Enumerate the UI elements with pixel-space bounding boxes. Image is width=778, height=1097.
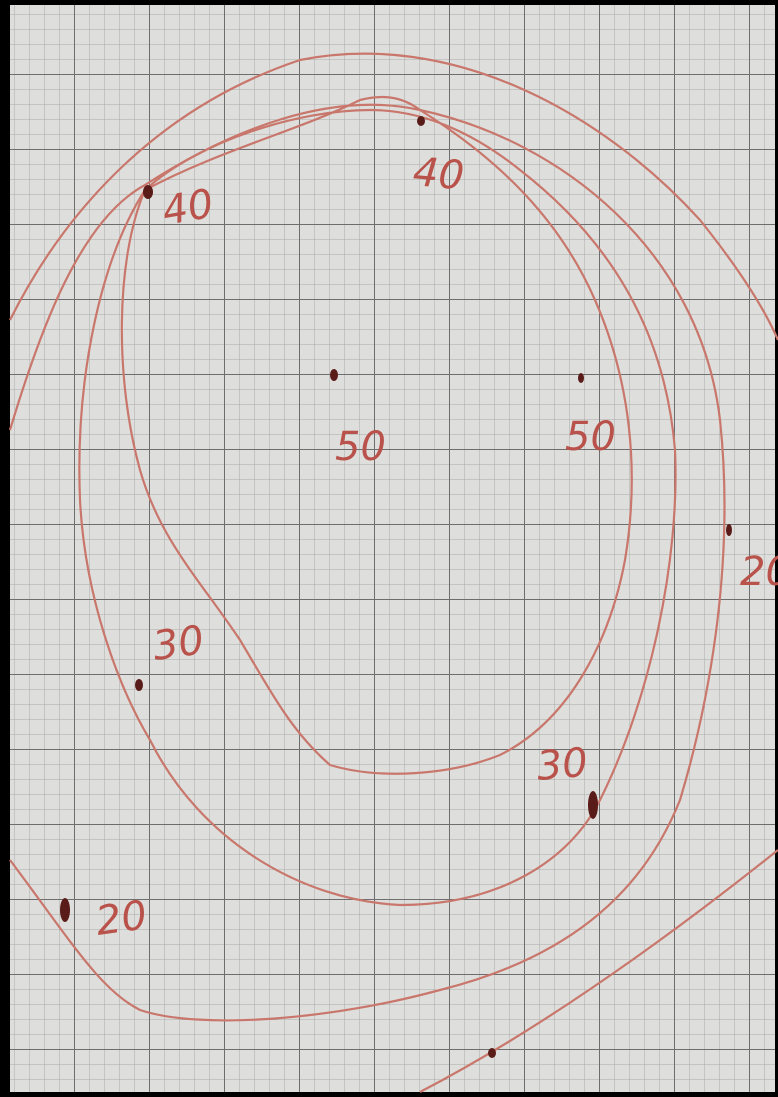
contour-label: 40 bbox=[159, 181, 217, 235]
contour-line bbox=[78, 108, 677, 907]
contour-label: 50 bbox=[335, 424, 386, 470]
contour-label: 50 bbox=[565, 414, 616, 460]
dot bbox=[726, 524, 732, 536]
dot bbox=[588, 791, 598, 819]
contour-line bbox=[120, 95, 633, 775]
contour-label: 40 bbox=[411, 149, 466, 199]
dot bbox=[330, 369, 338, 381]
dot bbox=[417, 116, 425, 126]
contour-label: 20 bbox=[93, 892, 150, 945]
dot bbox=[60, 898, 70, 922]
dots bbox=[60, 116, 732, 1058]
contour-label: 30 bbox=[535, 740, 590, 790]
grid bbox=[10, 5, 775, 1092]
dot bbox=[143, 185, 153, 199]
dot bbox=[488, 1048, 496, 1058]
contour-line bbox=[419, 849, 778, 1093]
labels: 40 40 50 50 20 30 30 20 bbox=[93, 149, 778, 945]
contour-label: 30 bbox=[150, 617, 207, 670]
contour-line bbox=[9, 52, 778, 341]
dot bbox=[578, 373, 584, 383]
contour-label: 20 bbox=[740, 549, 778, 595]
dot bbox=[135, 679, 143, 691]
contours bbox=[8, 52, 778, 1093]
